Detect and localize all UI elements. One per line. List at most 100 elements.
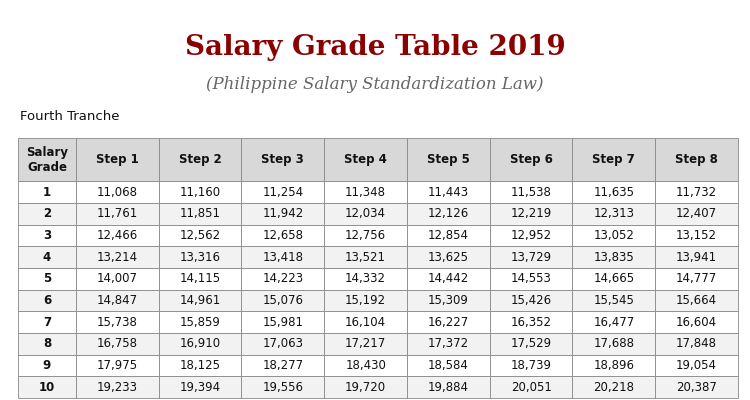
Text: 14,223: 14,223 [262, 272, 304, 285]
Bar [407, 246, 490, 268]
Text: 13,418: 13,418 [262, 251, 303, 264]
Text: 19,054: 19,054 [676, 359, 717, 372]
Text: 18,584: 18,584 [428, 359, 469, 372]
Bar [407, 181, 490, 203]
Bar [324, 181, 407, 203]
Bar [490, 268, 572, 290]
Text: 11,732: 11,732 [676, 186, 717, 199]
Bar [572, 225, 656, 246]
Text: 5: 5 [43, 272, 51, 285]
Bar [242, 203, 324, 225]
Text: Step 8: Step 8 [675, 153, 718, 166]
Bar [656, 355, 738, 376]
Bar [76, 333, 159, 355]
Bar [159, 268, 242, 290]
Text: 17,848: 17,848 [676, 337, 717, 350]
Bar [490, 138, 572, 181]
Text: Step 2: Step 2 [178, 153, 221, 166]
Bar [407, 376, 490, 398]
Bar [159, 376, 242, 398]
Bar [18, 246, 76, 268]
Bar [490, 203, 572, 225]
Bar [572, 246, 656, 268]
Text: Step 7: Step 7 [592, 153, 635, 166]
Text: 14,442: 14,442 [427, 272, 469, 285]
Text: 12,562: 12,562 [179, 229, 220, 242]
Bar [18, 225, 76, 246]
Text: 16,477: 16,477 [593, 316, 634, 329]
Bar [18, 290, 76, 311]
Bar [324, 376, 407, 398]
Text: 12,658: 12,658 [262, 229, 303, 242]
Text: Step 5: Step 5 [427, 153, 470, 166]
Text: 20,218: 20,218 [593, 381, 634, 394]
Text: 10: 10 [39, 381, 55, 394]
Bar [407, 203, 490, 225]
Bar [18, 268, 76, 290]
Text: 15,309: 15,309 [428, 294, 469, 307]
Bar [572, 268, 656, 290]
Text: 18,739: 18,739 [511, 359, 551, 372]
Bar [407, 333, 490, 355]
Text: 17,529: 17,529 [511, 337, 552, 350]
Text: 18,125: 18,125 [179, 359, 220, 372]
Bar [242, 333, 324, 355]
Bar [18, 181, 76, 203]
Bar [656, 138, 738, 181]
Bar [656, 290, 738, 311]
Text: 11,443: 11,443 [427, 186, 469, 199]
Text: 16,104: 16,104 [345, 316, 386, 329]
Bar [242, 268, 324, 290]
Text: 18,430: 18,430 [345, 359, 386, 372]
Bar [76, 246, 159, 268]
Text: 11,068: 11,068 [97, 186, 138, 199]
Bar [324, 333, 407, 355]
Text: 15,738: 15,738 [97, 316, 138, 329]
Bar [76, 138, 159, 181]
Text: 13,521: 13,521 [345, 251, 386, 264]
Text: 15,426: 15,426 [511, 294, 552, 307]
Bar [407, 355, 490, 376]
Bar [159, 246, 242, 268]
Bar [656, 203, 738, 225]
Text: 7: 7 [43, 316, 51, 329]
Text: 11,851: 11,851 [179, 207, 220, 220]
Text: 12,756: 12,756 [345, 229, 386, 242]
Text: 14,553: 14,553 [511, 272, 551, 285]
Text: 15,981: 15,981 [262, 316, 303, 329]
Text: 13,729: 13,729 [511, 251, 552, 264]
Text: 12,952: 12,952 [511, 229, 552, 242]
Text: 17,063: 17,063 [262, 337, 303, 350]
Text: 13,152: 13,152 [676, 229, 717, 242]
Bar [159, 355, 242, 376]
Bar [76, 290, 159, 311]
Text: 13,941: 13,941 [676, 251, 717, 264]
Text: 12,126: 12,126 [427, 207, 469, 220]
Bar [490, 246, 572, 268]
Bar [242, 225, 324, 246]
Bar [572, 333, 656, 355]
Text: 11,761: 11,761 [97, 207, 138, 220]
Bar [76, 268, 159, 290]
Bar [242, 246, 324, 268]
Bar [242, 181, 324, 203]
Bar [324, 225, 407, 246]
Text: 19,394: 19,394 [179, 381, 220, 394]
Text: 20,387: 20,387 [676, 381, 717, 394]
Text: Salary Grade Table 2019: Salary Grade Table 2019 [184, 34, 566, 61]
Bar [656, 333, 738, 355]
Bar [76, 376, 159, 398]
Bar [159, 311, 242, 333]
Text: 13,214: 13,214 [97, 251, 138, 264]
Bar [656, 268, 738, 290]
Text: 13,835: 13,835 [593, 251, 634, 264]
Bar [572, 355, 656, 376]
Bar [76, 203, 159, 225]
Text: 14,665: 14,665 [593, 272, 634, 285]
Bar [76, 355, 159, 376]
Bar [490, 333, 572, 355]
Text: 18,277: 18,277 [262, 359, 304, 372]
Bar [490, 355, 572, 376]
Bar [18, 355, 76, 376]
Bar [159, 138, 242, 181]
